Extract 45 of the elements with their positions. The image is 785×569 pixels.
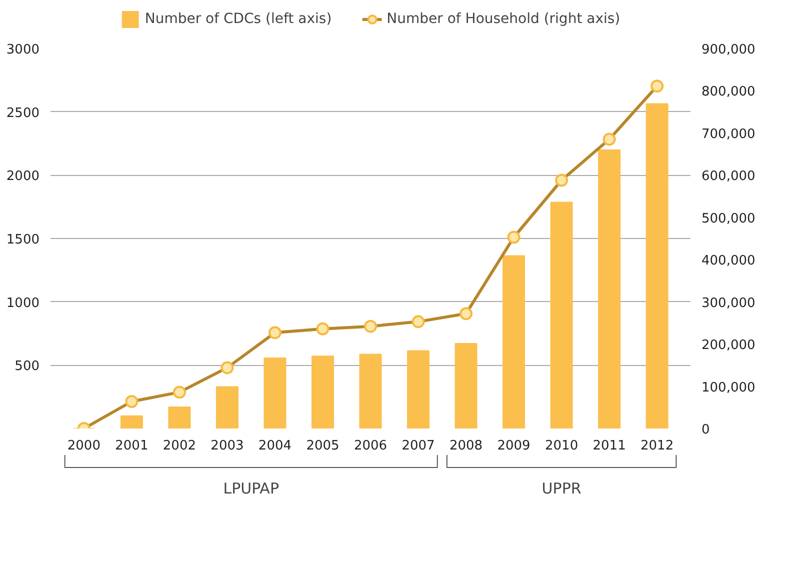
y2-tick-label: 200,000 (702, 338, 756, 354)
y2-tick-label: 400,000 (702, 254, 756, 269)
x-tick-label: 2009 (497, 438, 530, 454)
bar (120, 415, 143, 428)
x-tick-label: 2003 (210, 438, 244, 454)
y-tick-label: 500 (14, 359, 40, 374)
x-tick-label: 2008 (449, 438, 483, 454)
y-tick-label: 1500 (6, 232, 40, 248)
legend-label: Number of Household (right axis) (386, 11, 620, 27)
bar (264, 357, 286, 428)
bar (407, 350, 430, 428)
x-tick-label: 2000 (67, 438, 100, 454)
x-tick-label: 2010 (545, 438, 578, 454)
legend-label: Number of CDCs (left axis) (144, 11, 332, 27)
y2-tick-label: 600,000 (702, 169, 756, 184)
bar (550, 202, 573, 428)
y-tick-label: 3000 (6, 42, 40, 58)
x-tick-label: 2012 (640, 438, 674, 454)
bar (168, 406, 191, 428)
x-tick-label: 2006 (354, 438, 388, 454)
bar (311, 356, 334, 428)
y2-tick-label: 700,000 (702, 126, 756, 142)
x-tick-label: 2002 (162, 438, 196, 454)
y2-tick-label: 300,000 (702, 296, 756, 311)
bar (646, 103, 668, 428)
y2-tick-label: 0 (702, 422, 710, 438)
x-tick-label: 2004 (258, 438, 292, 454)
bar (454, 343, 478, 428)
y2-tick-label: 100,000 (702, 380, 756, 396)
x-tick-label: 2011 (592, 438, 626, 454)
y-tick-label: 1000 (6, 296, 40, 311)
bar (502, 255, 526, 428)
y-tick-label: 2500 (6, 106, 40, 121)
x-tick-label: 2001 (115, 438, 148, 454)
y2-tick-label: 800,000 (702, 84, 756, 100)
y-tick-label: 2000 (6, 169, 40, 184)
text: UPPR (542, 480, 582, 498)
y2-tick-label: 500,000 (702, 211, 756, 226)
bar (359, 354, 382, 428)
x-tick-label: 2007 (402, 438, 435, 454)
bar (598, 149, 621, 428)
bar (216, 386, 238, 428)
text: LPUPAP (223, 480, 279, 498)
y2-tick-label: 900,000 (702, 42, 756, 58)
x-tick-label: 2005 (306, 438, 340, 454)
